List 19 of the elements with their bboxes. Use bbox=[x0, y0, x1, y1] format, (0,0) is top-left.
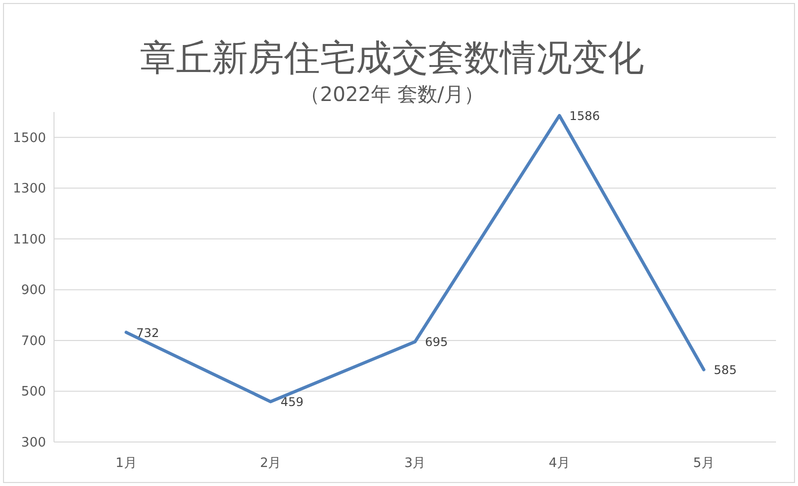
data-label: 459 bbox=[280, 395, 304, 410]
y-tick-label: 300 bbox=[21, 436, 46, 450]
data-label: 732 bbox=[136, 326, 160, 340]
data-label: 1586 bbox=[569, 109, 600, 124]
y-tick-label: 1300 bbox=[12, 182, 46, 197]
data-label: 695 bbox=[425, 335, 448, 350]
y-tick-label: 1500 bbox=[12, 130, 46, 146]
x-tick-label: 3月 bbox=[404, 456, 426, 471]
x-tick-label: 5月 bbox=[693, 456, 714, 471]
y-tick-label: 700 bbox=[21, 334, 46, 349]
y-tick-label: 900 bbox=[21, 283, 46, 298]
chart-subtitle: （2022年 套数/月） bbox=[300, 82, 484, 106]
x-tick-label: 2月 bbox=[260, 456, 282, 471]
x-tick-label: 1月 bbox=[116, 456, 137, 471]
data-label: 585 bbox=[714, 363, 737, 378]
y-tick-label: 500 bbox=[21, 384, 46, 400]
chart-title: 章丘新房住宅成交套数情况变化 bbox=[140, 38, 644, 79]
y-tick-label: 1100 bbox=[12, 232, 46, 248]
x-tick-label: 4月 bbox=[548, 456, 570, 471]
